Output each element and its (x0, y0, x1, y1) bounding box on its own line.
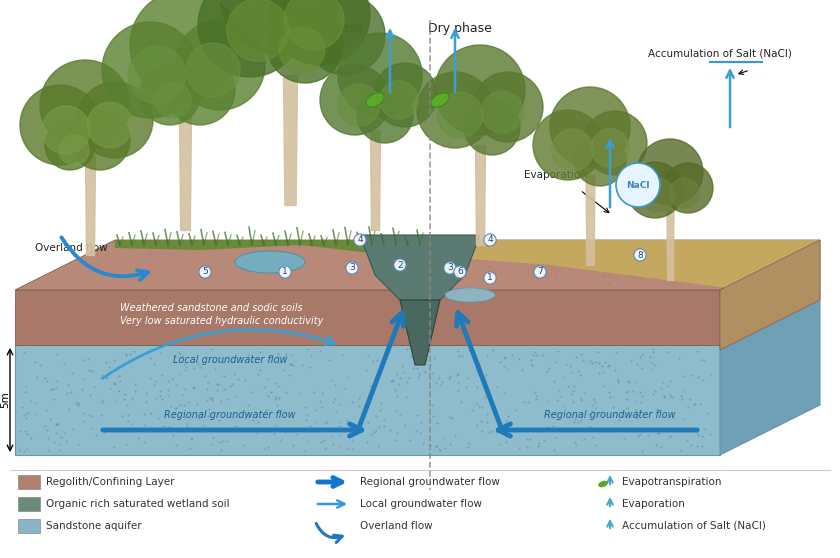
Circle shape (45, 120, 95, 170)
Circle shape (435, 45, 525, 135)
Text: 1: 1 (487, 273, 493, 282)
Circle shape (59, 135, 89, 165)
Ellipse shape (235, 251, 305, 273)
Circle shape (417, 72, 493, 148)
Circle shape (267, 7, 343, 83)
Text: Regolith/Confining Layer: Regolith/Confining Layer (46, 477, 175, 487)
Text: Evaporation: Evaporation (523, 170, 586, 180)
Circle shape (70, 110, 130, 170)
Circle shape (42, 106, 90, 154)
FancyBboxPatch shape (18, 497, 40, 511)
Circle shape (198, 0, 302, 77)
Circle shape (220, 0, 340, 55)
FancyBboxPatch shape (18, 475, 40, 489)
Circle shape (129, 46, 186, 104)
Text: 3: 3 (447, 263, 453, 272)
Text: Accumulation of Salt (NaCl): Accumulation of Salt (NaCl) (622, 521, 766, 531)
Text: Regional groundwater flow: Regional groundwater flow (164, 410, 296, 420)
Circle shape (373, 63, 437, 127)
Circle shape (637, 139, 703, 205)
Circle shape (551, 129, 593, 171)
Polygon shape (15, 240, 820, 290)
Polygon shape (15, 345, 720, 455)
FancyBboxPatch shape (18, 519, 40, 533)
Text: 6: 6 (457, 267, 463, 277)
Circle shape (574, 134, 626, 186)
Circle shape (437, 92, 483, 138)
Circle shape (284, 0, 344, 50)
Polygon shape (720, 240, 820, 345)
Text: 5m: 5m (0, 392, 10, 408)
Circle shape (77, 82, 153, 158)
Circle shape (130, 0, 240, 100)
Circle shape (669, 178, 700, 208)
Circle shape (338, 84, 380, 126)
Text: Local groundwater flow: Local groundwater flow (173, 355, 287, 365)
Ellipse shape (598, 480, 608, 487)
Circle shape (165, 55, 235, 125)
Text: Organic rich saturated wetland soil: Organic rich saturated wetland soil (46, 499, 229, 509)
Circle shape (583, 111, 647, 175)
Circle shape (533, 110, 603, 180)
Circle shape (663, 163, 713, 213)
Text: Evaporation: Evaporation (622, 499, 685, 509)
Text: 8: 8 (637, 251, 643, 259)
Circle shape (40, 60, 130, 150)
Polygon shape (115, 240, 420, 255)
Text: Sandstone aquifer: Sandstone aquifer (46, 521, 142, 531)
Text: NaCl: NaCl (627, 180, 650, 190)
Polygon shape (720, 295, 820, 455)
Polygon shape (15, 290, 720, 345)
Circle shape (338, 33, 422, 117)
Polygon shape (400, 300, 440, 365)
Circle shape (616, 163, 660, 207)
Ellipse shape (366, 93, 384, 107)
Circle shape (320, 65, 390, 135)
Text: Regional groundwater flow: Regional groundwater flow (360, 477, 500, 487)
Circle shape (627, 162, 683, 218)
Circle shape (305, 0, 385, 75)
Polygon shape (15, 295, 820, 345)
Polygon shape (720, 240, 820, 350)
Polygon shape (360, 235, 480, 300)
Text: Accumulation of Salt (NaCl): Accumulation of Salt (NaCl) (648, 48, 792, 58)
Circle shape (464, 99, 520, 155)
Circle shape (550, 87, 630, 167)
Circle shape (380, 81, 418, 119)
Ellipse shape (431, 93, 449, 107)
Circle shape (279, 27, 325, 73)
Text: 4: 4 (357, 235, 363, 244)
Text: Dry phase: Dry phase (428, 22, 492, 35)
Ellipse shape (445, 288, 495, 302)
Text: Evapotranspiration: Evapotranspiration (622, 477, 722, 487)
Circle shape (357, 87, 413, 143)
Text: Overland flow: Overland flow (360, 521, 433, 531)
Circle shape (155, 82, 191, 118)
Circle shape (175, 20, 265, 110)
Circle shape (481, 91, 523, 133)
Text: Regional groundwater flow: Regional groundwater flow (544, 410, 676, 420)
Text: 7: 7 (537, 267, 543, 277)
Circle shape (641, 178, 675, 212)
Text: Weathered sandstone and sodic soils
Very low saturated hydraulic conductivity: Weathered sandstone and sodic soils Very… (120, 303, 323, 326)
Text: 5: 5 (202, 267, 207, 277)
Circle shape (227, 0, 289, 61)
Text: Local groundwater flow: Local groundwater flow (360, 499, 482, 509)
Text: Wet phase: Wet phase (297, 22, 363, 35)
Text: 1: 1 (282, 267, 288, 277)
Circle shape (473, 72, 543, 142)
Circle shape (20, 85, 100, 165)
Circle shape (87, 102, 133, 148)
Circle shape (102, 22, 198, 118)
Circle shape (186, 43, 240, 97)
Circle shape (591, 129, 629, 167)
Circle shape (140, 65, 200, 125)
Text: 2: 2 (397, 261, 403, 270)
Text: 3: 3 (349, 263, 354, 272)
Text: Overland flow: Overland flow (35, 243, 108, 253)
Polygon shape (420, 240, 820, 300)
Text: 4: 4 (487, 235, 493, 244)
Circle shape (270, 0, 370, 65)
